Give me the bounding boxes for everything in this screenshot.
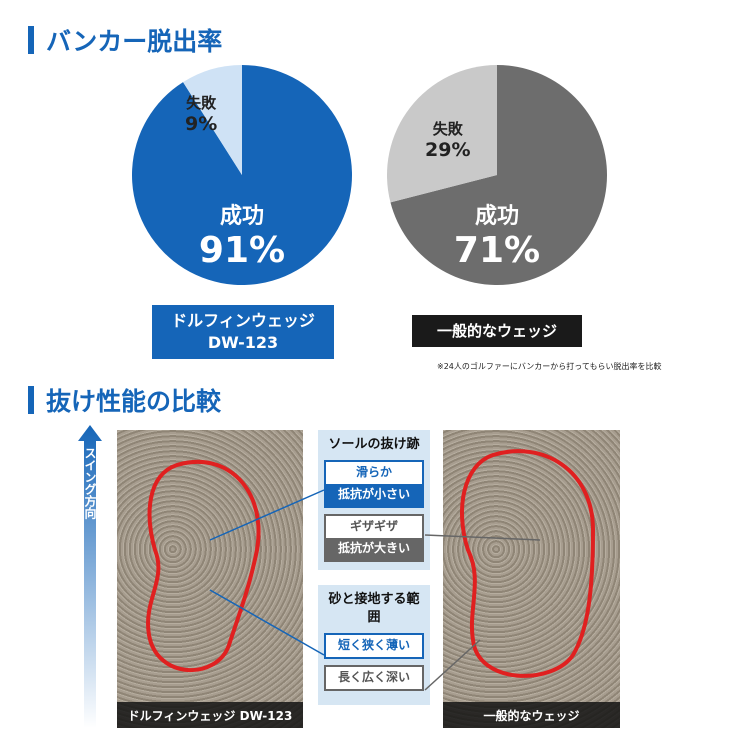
photo-caption: ドルフィンウェッジ DW-123	[117, 702, 303, 728]
photo-dolphin-trace: ドルフィンウェッジ DW-123	[117, 430, 303, 728]
photo-general-trace: 一般的なウェッジ	[443, 430, 620, 728]
section-title-escape-rate: バンカー脱出率	[28, 22, 222, 58]
pie-chart-dolphin	[132, 65, 352, 285]
title-text: 抜け性能の比較	[46, 387, 222, 416]
general-trace-box: ギザギザ 抵抗が大きい	[324, 514, 424, 562]
box-top: ギザギザ	[326, 516, 422, 538]
contact-area-panel: 砂と接地する範囲 短く狭く薄い 長く広く深い	[318, 585, 430, 705]
box-text: 長く広く深い	[326, 667, 422, 689]
box-bottom: 抵抗が大きい	[326, 538, 422, 560]
pie-slice-fail	[387, 65, 497, 203]
dolphin-trace-box: 滑らか 抵抗が小さい	[324, 460, 424, 508]
sole-trace-panel: ソールの抜け跡 滑らか 抵抗が小さい ギザギザ 抵抗が大きい	[318, 430, 430, 570]
photo-caption: 一般的なウェッジ	[443, 702, 620, 728]
title-text: バンカー脱出率	[46, 27, 223, 56]
pie1-fail-label: 失敗 29%	[425, 120, 471, 161]
panel-title: ソールの抜け跡	[328, 437, 420, 452]
box-bottom: 抵抗が小さい	[326, 484, 422, 506]
pie-slice-fail	[183, 65, 242, 175]
box-text: 短く狭く薄い	[326, 635, 422, 657]
footnote: ※24人のゴルファーにバンカーから打ってもらい脱出率を比較	[437, 362, 662, 371]
swing-direction-text: スイング方向	[83, 447, 97, 519]
box-top: 滑らか	[326, 462, 422, 484]
pie1-success-label: 成功 71%	[453, 204, 541, 271]
panel-title: 砂と接地する範囲	[328, 592, 420, 625]
general-contact-box: 長く広く深い	[324, 665, 424, 691]
pie-chart-general	[387, 65, 607, 285]
dolphin-wedge-label: ドルフィンウェッジ DW-123	[152, 305, 334, 359]
section-title-performance: 抜け性能の比較	[28, 382, 221, 418]
swing-direction-arrow: スイング方向	[78, 425, 102, 728]
dolphin-contact-box: 短く狭く薄い	[324, 633, 424, 659]
general-wedge-label: 一般的なウェッジ	[412, 315, 582, 347]
pie-slice-success	[390, 65, 607, 285]
pie0-success-label: 成功 91%	[198, 204, 286, 271]
pie0-fail-label: 失敗 9%	[185, 94, 218, 135]
